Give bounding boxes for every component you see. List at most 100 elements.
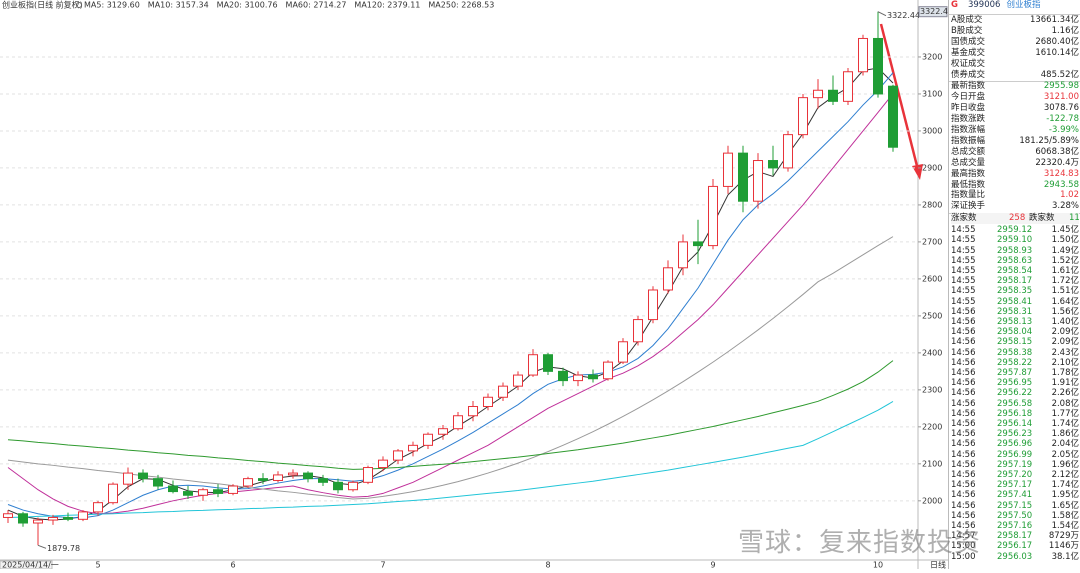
tick-time: 14:55 — [951, 225, 976, 236]
tick-price: 2958.38 — [997, 347, 1033, 358]
separator — [949, 14, 1080, 15]
candle-body — [483, 396, 493, 407]
tick-time: 14:56 — [951, 306, 976, 317]
tick-price: 2957.87 — [997, 368, 1033, 378]
y-tick-label: 2600 — [922, 274, 942, 283]
chart: 创业板指(日线 前复权) 日线 2000 2100 2200 2300 2400 2500… — [0, 0, 948, 570]
stat-label: 总成交额 — [951, 146, 986, 157]
tick-row: 14:56 2958.13 1.40亿 — [951, 317, 1079, 328]
tick-price: 2956.14 — [997, 419, 1033, 429]
tick-row: 14:56 2957.41 1.95亿 — [951, 490, 1079, 501]
y-tick-label: 2500 — [922, 311, 942, 320]
candle-body — [738, 152, 748, 202]
tick-row: 14:56 2957.19 1.96亿 — [951, 460, 1079, 471]
tick-volume: 2.26亿 — [1051, 388, 1079, 399]
candle-body — [198, 489, 208, 496]
tick-row: 14:56 2957.17 1.74亿 — [951, 480, 1079, 491]
tick-volume: 1.61亿 — [1051, 266, 1079, 276]
stat-value: -3.99% — [1048, 125, 1079, 135]
candle-body — [423, 433, 433, 446]
legend-entry: MA20: 3100.76 — [217, 1, 278, 10]
tick-volume: 1.50亿 — [1051, 235, 1079, 246]
tick-time: 14:56 — [951, 510, 976, 521]
candle-body — [828, 89, 838, 102]
candle-body — [558, 370, 568, 382]
tick-row: 14:56 2956.58 2.08亿 — [951, 399, 1079, 410]
tick-row: 14:56 2958.31 1.56亿 — [951, 307, 1079, 318]
tick-price: 2956.99 — [997, 449, 1033, 460]
tick-time: 14:56 — [951, 439, 976, 450]
y-tick-label: 2800 — [922, 200, 942, 209]
stat-value: 1.16亿 — [1051, 25, 1079, 36]
tick-volume: 1.52亿 — [1051, 255, 1079, 266]
y-tick-label: 2300 — [922, 385, 942, 394]
tick-price: 2957.19 — [997, 459, 1033, 470]
tick-time: 14:56 — [951, 490, 976, 501]
candle-body — [573, 374, 583, 382]
tick-time: 15:00 — [951, 541, 976, 552]
tick-price: 2958.41 — [997, 296, 1033, 307]
ma-line — [7, 401, 894, 518]
candle-body — [693, 241, 703, 247]
tick-price: 2957.41 — [997, 490, 1033, 501]
tick-volume: 2.09亿 — [1051, 327, 1079, 338]
tick-time: 14:55 — [951, 266, 976, 276]
candle-body — [453, 415, 463, 430]
tick-volume: 1.72亿 — [1051, 276, 1079, 287]
tick-price: 2958.93 — [997, 245, 1033, 256]
tick-row: 14:56 2957.50 1.58亿 — [951, 511, 1079, 522]
tick-price: 2958.63 — [997, 255, 1033, 266]
tick-price: 2957.17 — [997, 480, 1033, 491]
tick-time: 14:56 — [951, 408, 976, 419]
tick-volume: 2.08亿 — [1051, 398, 1079, 409]
tick-price: 2956.22 — [997, 388, 1033, 399]
tick-row: 14:55 2959.10 1.50亿 — [951, 235, 1079, 246]
candle-body — [363, 467, 373, 483]
tick-price: 2958.13 — [997, 317, 1033, 327]
candle-body — [873, 37, 883, 95]
candle-body — [603, 361, 613, 380]
candle-body — [843, 71, 853, 102]
candle-body — [393, 450, 403, 461]
tick-volume: 1.45亿 — [1051, 225, 1079, 236]
tick-row: 14:56 2958.22 2.10亿 — [951, 358, 1079, 369]
stat-row: B股成交 1.16亿 — [951, 26, 1079, 37]
candle-body — [543, 354, 553, 372]
tick-time: 15:00 — [951, 551, 976, 562]
stat-label: 最新指数 — [951, 81, 986, 92]
tick-price: 2956.17 — [997, 541, 1033, 552]
tick-time: 14:55 — [951, 255, 976, 266]
axis-marker-box — [918, 6, 948, 18]
x-tick-label: 9 — [710, 561, 715, 570]
tick-volume: 1.65亿 — [1051, 500, 1079, 511]
candle-body — [108, 483, 118, 504]
legend-icon — [76, 2, 82, 8]
axis-marker-label: 3322.4 — [920, 7, 948, 16]
x-tick-label: 5 — [95, 561, 100, 570]
tick-row: 14:56 2956.14 1.74亿 — [951, 419, 1079, 430]
stat-label: 基金成交 — [951, 47, 986, 58]
stat-label: 今日开盘 — [951, 92, 986, 103]
tick-time: 14:56 — [951, 429, 976, 440]
stat-value: 6068.38亿 — [1035, 146, 1079, 157]
candle-body — [888, 85, 898, 148]
stat-label: 指数涨幅 — [951, 125, 986, 135]
ma-line — [7, 67, 894, 521]
candle-body — [783, 134, 793, 169]
tick-time: 14:56 — [951, 388, 976, 399]
stat-label: B股成交 — [951, 25, 983, 36]
ma-line — [7, 72, 894, 519]
legend-entry: MA10: 3157.34 — [148, 1, 209, 10]
tick-volume: 1.56亿 — [1051, 306, 1079, 317]
tick-price: 2958.31 — [997, 306, 1033, 317]
tick-row: 14:55 2958.35 1.51亿 — [951, 286, 1079, 297]
candle-body — [513, 374, 523, 387]
tick-time: 14:55 — [951, 245, 976, 256]
tick-volume: 1.78亿 — [1051, 368, 1079, 378]
tick-volume: 1.77亿 — [1051, 408, 1079, 419]
y-tick-label: 3200 — [922, 52, 942, 61]
tick-time: 14:55 — [951, 235, 976, 246]
candle-body — [768, 160, 778, 169]
tick-row: 14:56 2956.23 1.86亿 — [951, 429, 1079, 440]
stat-label: 指数振幅 — [951, 135, 986, 146]
